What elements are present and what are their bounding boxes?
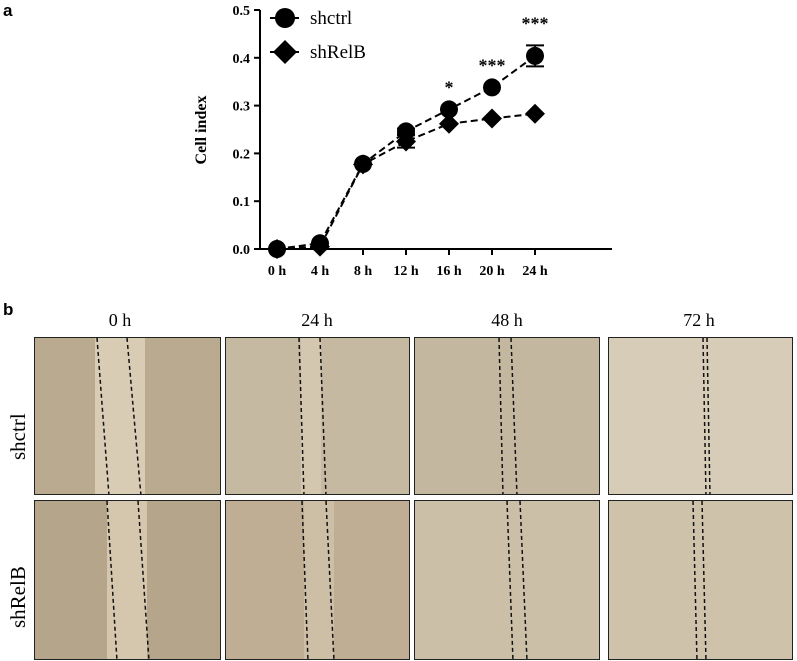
y-tick-label: 0.4: [233, 52, 251, 67]
micrograph-shrelb-72h: [608, 500, 793, 660]
significance-mark: *: [445, 77, 454, 97]
panel-label-a: a: [3, 1, 13, 20]
micrograph-shrelb-24h: [225, 500, 410, 660]
point-shRelB: [482, 108, 502, 129]
y-axis-title: Cell index: [193, 96, 210, 165]
micrograph-shrelb-0h: [34, 500, 221, 660]
micrograph-shctrl-24h: [225, 337, 410, 495]
x-tick-label: 0 h: [268, 264, 287, 279]
chart-significance: *******: [445, 13, 549, 97]
cell-index-line-chart: 0.0 0.1 0.2 0.3 0.4 0.5 0 h 4 h 8 h 12 h 16 h 20 h 2…: [193, 4, 612, 279]
legend-label: shRelB: [310, 42, 366, 63]
point-shctrl: [526, 46, 544, 65]
y-tick-label: 0.0: [233, 243, 251, 258]
x-tick-label: 16 h: [436, 264, 462, 279]
column-label-24h: 24 h: [301, 310, 333, 330]
x-tick-label: 24 h: [522, 264, 548, 279]
y-tick-label: 0.2: [233, 147, 251, 162]
chart-markers: [267, 44, 545, 259]
x-tick-label: 4 h: [311, 264, 330, 279]
row-label-shctrl: shctrl: [6, 413, 30, 460]
panel-label-b: b: [3, 300, 14, 319]
x-tick-label: 12 h: [393, 264, 419, 279]
micrograph-shctrl-0h: [34, 337, 221, 495]
column-label-48h: 48 h: [491, 310, 523, 330]
column-label-72h: 72 h: [683, 310, 715, 330]
point-shctrl: [440, 100, 458, 119]
x-tick-label: 20 h: [479, 264, 505, 279]
chart-legend: shctrl shRelB: [270, 8, 366, 64]
legend-label: shctrl: [310, 8, 352, 29]
point-shRelB: [396, 131, 416, 152]
row-label-shrelb: shRelB: [6, 566, 30, 628]
x-tick-label: 8 h: [354, 264, 373, 279]
legend-marker: [275, 8, 295, 28]
point-shRelB: [267, 239, 287, 259]
y-tick-label: 0.1: [233, 195, 251, 210]
chart-axes: 0.0 0.1 0.2 0.3 0.4 0.5 0 h 4 h 8 h 12 h 16 h 20 h 2…: [193, 4, 612, 279]
significance-mark: ***: [479, 55, 506, 75]
point-shRelB: [525, 103, 545, 124]
point-shRelB: [439, 113, 459, 134]
point-shctrl: [483, 78, 501, 97]
y-tick-label: 0.5: [233, 4, 251, 19]
legend-marker: [273, 40, 297, 64]
point-shRelB: [353, 154, 373, 175]
significance-mark: ***: [522, 13, 549, 33]
micrograph-shrelb-48h: [414, 500, 600, 660]
column-label-0h: 0 h: [108, 310, 132, 330]
y-tick-label: 0.3: [233, 100, 251, 115]
micrograph-shctrl-48h: [414, 337, 600, 495]
micrograph-shctrl-72h: [608, 337, 793, 495]
point-shRelB: [310, 236, 330, 257]
